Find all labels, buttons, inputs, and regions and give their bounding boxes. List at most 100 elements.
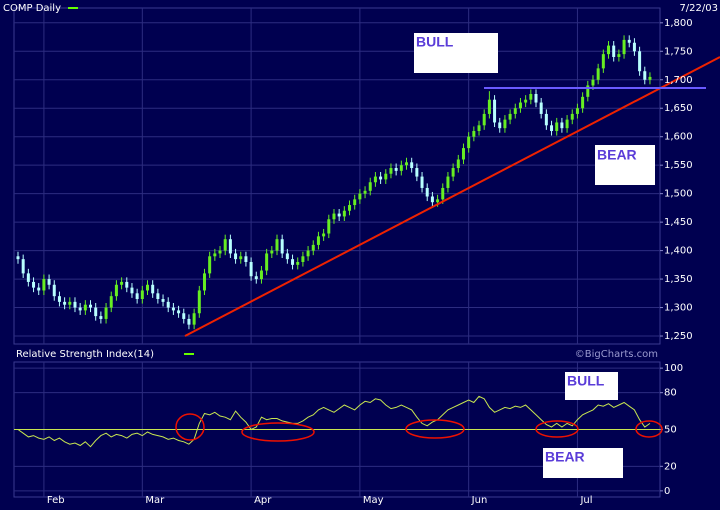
candle-body: [430, 196, 434, 203]
y-tick-label: 1,450: [664, 217, 693, 228]
candle-body: [384, 173, 388, 180]
candle-body: [436, 199, 440, 203]
highlight-ellipse: [175, 413, 205, 441]
x-tick-label: Mar: [145, 495, 165, 506]
candle-body: [89, 304, 93, 308]
highlight-ellipse: [635, 420, 663, 438]
annotation-box: [543, 448, 623, 478]
candle-body: [327, 219, 331, 234]
candle-body: [125, 281, 129, 288]
x-tick-label: Jun: [471, 495, 488, 506]
candle-body: [518, 102, 522, 109]
candle-body: [373, 176, 377, 183]
price-title: COMP Daily: [3, 3, 61, 14]
candle-body: [42, 279, 46, 291]
y-tick-label: 50: [664, 425, 677, 436]
candle-body: [187, 318, 191, 325]
candle-body: [461, 148, 465, 160]
candle-body: [322, 233, 326, 237]
candle-body: [524, 99, 528, 103]
candle-body: [249, 261, 253, 277]
candle-body: [311, 244, 315, 251]
annotation-box: [565, 372, 618, 400]
date-label: 7/22/03: [679, 3, 718, 14]
candle-body: [503, 119, 507, 129]
candle-body: [420, 176, 424, 188]
candle-body: [638, 51, 642, 72]
candle-body: [182, 313, 186, 319]
candle-body: [596, 68, 600, 80]
candle-body: [332, 213, 336, 220]
y-tick-label: 1,600: [664, 132, 693, 143]
candle-body: [513, 108, 517, 114]
candle-body: [570, 113, 574, 120]
y-tick-label: 1,650: [664, 103, 693, 114]
candle-body: [47, 279, 51, 285]
candle-body: [581, 96, 585, 109]
highlight-ellipse: [535, 420, 579, 438]
candle-body: [446, 176, 450, 188]
annotation: BEAR: [597, 147, 637, 163]
candle-body: [316, 236, 320, 245]
candle-body: [415, 168, 419, 177]
candle-body: [368, 182, 372, 191]
annotation: BEAR: [545, 449, 585, 465]
candle-body: [37, 287, 41, 291]
y-tick-label: 1,750: [664, 46, 693, 57]
candle-body: [591, 79, 595, 86]
x-tick-label: Feb: [47, 495, 65, 506]
candle-body: [130, 287, 134, 294]
candle-body: [135, 293, 139, 300]
candle-body: [218, 250, 222, 254]
rsi-title: Relative Strength Index(14): [16, 349, 154, 360]
candle-body: [353, 199, 357, 206]
candle-body: [213, 253, 217, 257]
candle-body: [363, 190, 367, 194]
candle-body: [555, 122, 559, 132]
candle-body: [399, 165, 403, 171]
trend-line: [184, 56, 720, 337]
candle-body: [456, 159, 460, 169]
y-tick-label: 1,800: [664, 18, 693, 29]
candle-body: [467, 136, 471, 149]
candle-body: [544, 113, 548, 126]
candle-body: [197, 290, 201, 314]
x-tick-label: Jul: [579, 495, 592, 506]
candle-body: [104, 307, 108, 319]
candle-body: [99, 316, 103, 319]
candle-body: [151, 284, 155, 294]
candle-body: [259, 270, 263, 280]
candle-body: [529, 93, 533, 100]
candle-body: [487, 99, 491, 114]
candle-body: [607, 45, 611, 55]
candle-body: [296, 261, 300, 265]
candle-body: [410, 162, 414, 169]
candle-body: [622, 39, 626, 55]
candle-body: [171, 307, 175, 311]
candle-body: [26, 273, 30, 282]
candle-body: [550, 125, 554, 132]
candle-body: [177, 310, 181, 314]
y-tick-label: 80: [664, 388, 677, 399]
candle-body: [648, 76, 652, 80]
annotation-box: [595, 145, 655, 185]
annotation-box: [414, 33, 498, 73]
candle-body: [493, 99, 497, 123]
candle-body: [192, 313, 196, 325]
y-tick-label: 0: [664, 486, 670, 497]
annotation: BULL: [567, 373, 605, 389]
annotation: BULL: [416, 34, 454, 50]
candle-body: [565, 119, 569, 129]
candle-body: [16, 256, 20, 260]
y-tick-label: 20: [664, 461, 677, 472]
candle-body: [166, 301, 170, 308]
candle-body: [239, 256, 243, 260]
candle-body: [586, 85, 590, 97]
candle-body: [156, 293, 160, 300]
candle-body: [21, 259, 25, 274]
y-tick-label: 1,350: [664, 274, 693, 285]
y-tick-label: 1,250: [664, 331, 693, 342]
candle-body: [291, 259, 295, 265]
candle-body: [394, 168, 398, 171]
